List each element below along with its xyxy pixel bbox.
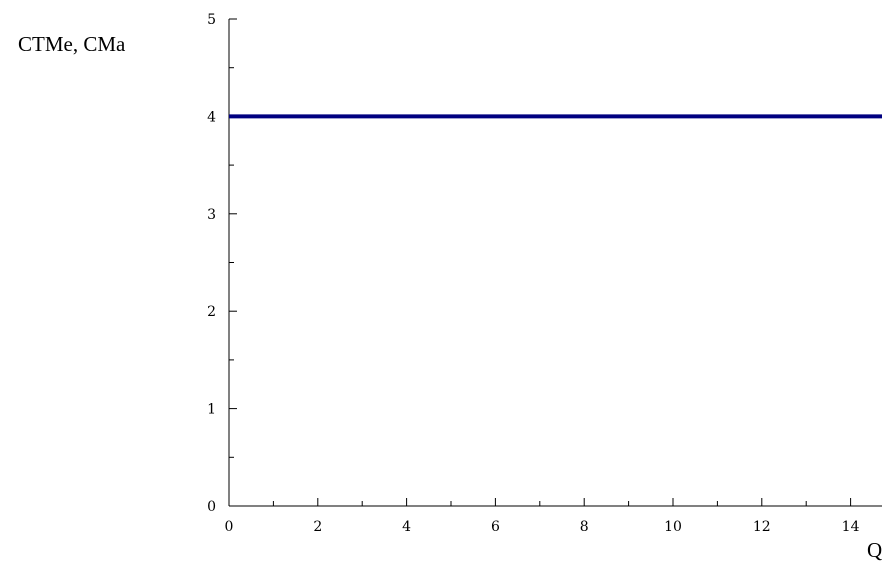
y-tick-label: 3: [207, 207, 216, 223]
x-tick-label: 12: [753, 519, 771, 535]
y-axis-title: CTMe, CMa: [18, 32, 126, 56]
y-axis-ticks: 0 1 2 3 4 5: [207, 12, 237, 515]
x-tick-label: 8: [580, 519, 589, 535]
x-tick-label: 14: [842, 519, 860, 535]
y-tick-label: 1: [207, 402, 216, 418]
y-tick-label: 2: [207, 304, 216, 320]
y-tick-label: 0: [207, 499, 216, 515]
y-tick-label: 4: [207, 109, 216, 125]
x-tick-label: 4: [402, 519, 411, 535]
x-axis-ticks: 0 2 4 6 8 10 12 14: [225, 498, 860, 535]
x-tick-label: 2: [313, 519, 322, 535]
x-tick-label: 10: [664, 519, 682, 535]
y-tick-label: 5: [207, 12, 216, 28]
x-axis-title: Q: [867, 538, 882, 562]
x-tick-label: 0: [225, 519, 234, 535]
x-tick-label: 6: [491, 519, 500, 535]
